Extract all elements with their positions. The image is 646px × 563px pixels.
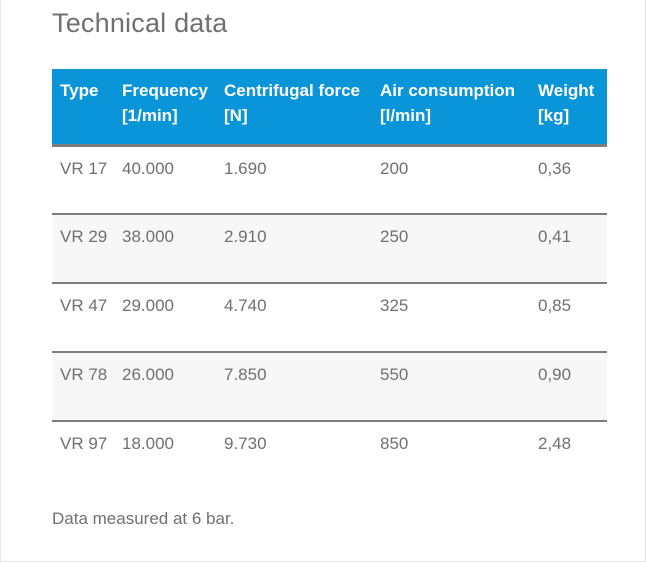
header-air-consumption-label: Air consumption — [380, 81, 516, 100]
cell-centrifugal-force: 2.910 — [216, 214, 372, 283]
cell-type: VR 47 — [60, 296, 108, 315]
cell-frequency: 18.000 — [122, 434, 174, 453]
cell-type: VR 17 — [60, 158, 108, 178]
cell-weight: 0,41 — [530, 214, 607, 283]
header-centrifugal-force-label: Centrifugal force — [224, 81, 361, 100]
cell-centrifugal-force: 1.690 — [224, 158, 267, 178]
cell-weight: 0,85 — [538, 296, 572, 315]
header-weight: Weight [kg] — [530, 69, 607, 145]
page-title: Technical data — [52, 8, 228, 38]
cell-frequency: 40.000 — [122, 158, 174, 178]
cell-centrifugal-force: 9.730 — [224, 434, 267, 453]
cell-weight: 2,48 — [538, 434, 572, 453]
cell-air-consumption: 550 — [372, 352, 530, 421]
cell-air-consumption: 250 — [372, 214, 530, 283]
table-body: VR 17 40.000 1.690 200 0,36 VR 29 38.000… — [52, 145, 607, 490]
header-frequency-unit: [1/min] — [122, 106, 178, 125]
header-type-label: Type — [60, 81, 99, 100]
cell-frequency: 29.000 — [122, 296, 174, 315]
header-air-consumption: Air consumption [l/min] — [372, 69, 530, 145]
table-row: VR 29 38.000 2.910 250 0,41 — [52, 214, 607, 283]
table-row: VR 97 18.000 9.730 850 2,48 — [52, 421, 607, 490]
header-type: Type — [52, 69, 114, 145]
header-weight-unit: [kg] — [538, 106, 570, 125]
cell-air-consumption: 850 — [380, 434, 409, 453]
cell-frequency: 26.000 — [114, 352, 216, 421]
cell-type: VR 29 — [52, 214, 114, 283]
cell-weight: 0,90 — [530, 352, 607, 421]
table-row: VR 47 29.000 4.740 325 0,85 — [52, 283, 607, 352]
header-centrifugal-force: Centrifugal force [N] — [216, 69, 372, 145]
technical-data-table: Type Frequency [1/min] Centrifugal force… — [52, 69, 607, 490]
table-row: VR 78 26.000 7.850 550 0,90 — [52, 352, 607, 421]
cell-frequency: 38.000 — [114, 214, 216, 283]
cell-type: VR 97 — [60, 434, 108, 453]
header-row: Type Frequency [1/min] Centrifugal force… — [52, 69, 607, 145]
cell-air-consumption: 325 — [380, 296, 409, 315]
cell-air-consumption: 200 — [380, 158, 409, 178]
cell-centrifugal-force: 7.850 — [216, 352, 372, 421]
header-air-consumption-unit: [l/min] — [380, 106, 431, 125]
measurement-note: Data measured at 6 bar. — [52, 509, 235, 528]
cell-centrifugal-force: 4.740 — [224, 296, 267, 315]
header-frequency-label: Frequency — [122, 81, 208, 100]
cell-weight: 0,36 — [538, 158, 572, 178]
table-row: VR 17 40.000 1.690 200 0,36 — [52, 145, 607, 214]
header-centrifugal-force-unit: [N] — [224, 106, 248, 125]
cell-type: VR 78 — [52, 352, 114, 421]
header-frequency: Frequency [1/min] — [114, 69, 216, 145]
header-weight-label: Weight — [538, 81, 595, 100]
table-header: Type Frequency [1/min] Centrifugal force… — [52, 69, 607, 145]
